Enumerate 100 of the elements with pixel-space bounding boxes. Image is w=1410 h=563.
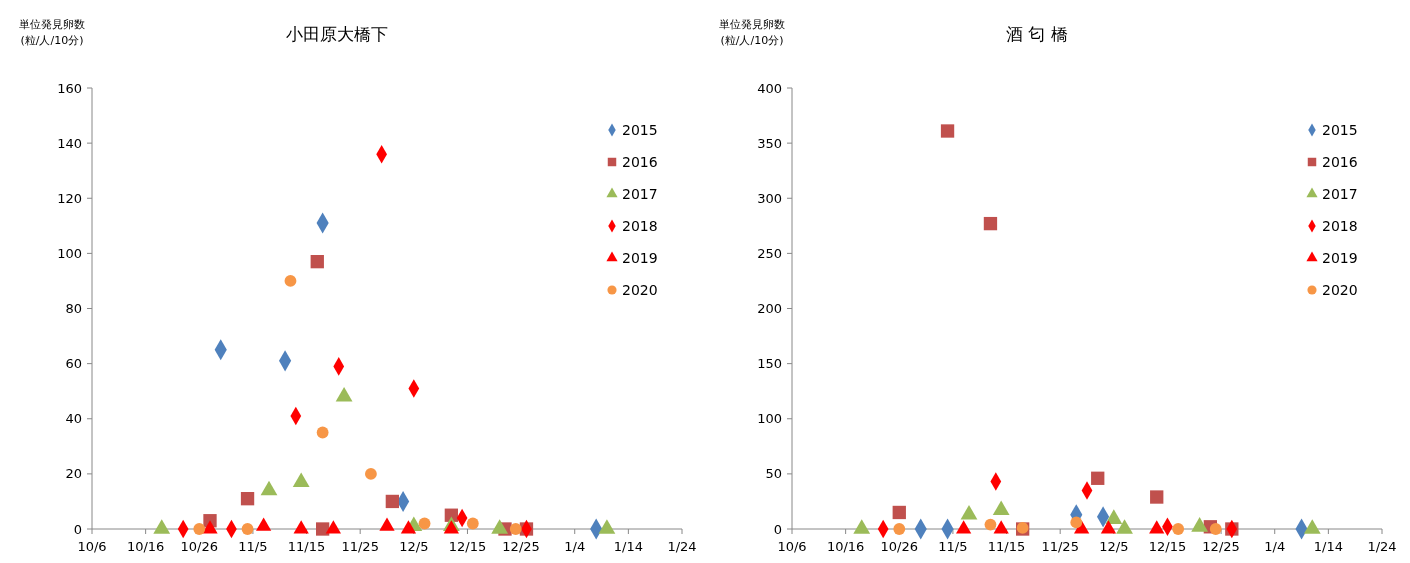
x-tick-label: 11/15 <box>287 539 326 554</box>
point <box>893 523 906 535</box>
x-tick-label: 1/14 <box>1313 539 1343 554</box>
point <box>240 492 255 506</box>
point <box>983 216 998 231</box>
legend-label: 2016 <box>622 153 658 170</box>
point <box>992 500 1010 516</box>
point <box>956 520 972 534</box>
point <box>1209 523 1222 535</box>
point <box>256 517 272 531</box>
point <box>260 480 278 496</box>
x-tick-label: 1/14 <box>613 539 643 554</box>
point <box>466 517 479 530</box>
point <box>1172 523 1185 535</box>
point <box>1116 519 1133 534</box>
x-tick-label: 11/25 <box>1041 539 1079 554</box>
y-tick-label: 0 <box>73 521 82 537</box>
y-tick-label: 150 <box>757 356 782 372</box>
point <box>153 519 171 534</box>
point <box>993 520 1009 534</box>
x-tick-label: 1/24 <box>1367 539 1397 554</box>
point <box>292 472 310 487</box>
point <box>1191 517 1209 532</box>
point <box>418 517 431 530</box>
point <box>193 523 206 535</box>
x-tick-label: 12/25 <box>1202 539 1240 554</box>
y-tick-label: 300 <box>757 190 782 206</box>
y-tick-label: 400 <box>757 80 782 96</box>
x-tick-label: 12/25 <box>502 539 540 554</box>
x-tick-label: 11/25 <box>341 539 379 554</box>
point <box>892 505 906 520</box>
legend-label: 2019 <box>1322 249 1358 266</box>
y-axis-title: 単位発見卵数 (粒/人/10分) <box>719 18 785 47</box>
y-tick-label: 40 <box>65 411 82 427</box>
x-tick-label: 1/4 <box>564 539 586 554</box>
point <box>1091 471 1105 485</box>
x-tick-label: 11/5 <box>938 539 968 554</box>
x-tick-label: 12/5 <box>1099 539 1129 554</box>
point <box>984 518 997 531</box>
y-tick-label: 20 <box>65 466 82 482</box>
y-tick-label: 50 <box>765 466 782 482</box>
point <box>598 519 616 534</box>
point <box>379 517 395 531</box>
x-tick-label: 10/16 <box>126 539 165 554</box>
legend-label: 2020 <box>1322 281 1358 298</box>
x-tick-label: 10/6 <box>77 539 107 554</box>
x-tick-label: 12/15 <box>448 539 487 554</box>
y-tick-label: 100 <box>57 245 82 261</box>
point <box>385 494 400 509</box>
chart-title: 小田原大橋下 <box>286 24 388 44</box>
x-tick-label: 1/4 <box>1264 539 1286 554</box>
point <box>491 519 509 534</box>
point <box>284 275 297 287</box>
point <box>853 519 871 534</box>
y-tick-label: 60 <box>65 356 82 372</box>
x-tick-label: 10/26 <box>880 539 919 554</box>
legend-label: 2017 <box>1322 185 1358 202</box>
y-tick-label: 120 <box>57 190 82 206</box>
y-tick-label: 350 <box>757 135 782 151</box>
point <box>241 523 254 535</box>
point <box>325 520 341 534</box>
legend-label: 2016 <box>1322 153 1358 170</box>
y-tick-label: 80 <box>65 301 82 317</box>
x-tick-label: 1/24 <box>667 539 697 554</box>
legend-label: 2019 <box>622 249 658 266</box>
point <box>960 504 978 520</box>
x-tick-label: 11/5 <box>238 539 268 554</box>
point <box>293 520 309 534</box>
y-axis-title: 単位発見卵数 (粒/人/10分) <box>19 18 85 47</box>
y-tick-label: 160 <box>57 80 82 96</box>
point <box>310 254 324 269</box>
point <box>400 520 417 534</box>
point <box>315 522 330 536</box>
point <box>1149 520 1165 534</box>
legend-label: 2017 <box>622 185 658 202</box>
chart-title: 酒 匂 橋 <box>1006 24 1068 44</box>
y-tick-label: 140 <box>57 135 82 151</box>
legend-label: 2018 <box>1322 217 1358 234</box>
point <box>443 520 459 534</box>
point <box>202 520 218 534</box>
x-tick-label: 12/5 <box>399 539 429 554</box>
x-tick-label: 10/26 <box>180 539 219 554</box>
y-tick-label: 0 <box>773 521 782 537</box>
legend-label: 2015 <box>1322 121 1358 138</box>
point <box>940 124 955 138</box>
legend-label: 2015 <box>622 121 658 138</box>
point <box>509 523 522 535</box>
point <box>1150 490 1164 504</box>
x-tick-label: 11/15 <box>987 539 1026 554</box>
y-tick-label: 250 <box>757 245 782 261</box>
legend-label: 2018 <box>622 217 658 234</box>
point <box>1303 519 1321 534</box>
point <box>316 426 329 439</box>
point <box>1100 520 1117 534</box>
x-tick-label: 10/16 <box>826 539 865 554</box>
point <box>1070 516 1083 529</box>
x-tick-label: 10/6 <box>777 539 807 554</box>
y-tick-label: 200 <box>757 301 782 317</box>
x-tick-label: 12/15 <box>1148 539 1187 554</box>
point <box>1105 509 1123 524</box>
